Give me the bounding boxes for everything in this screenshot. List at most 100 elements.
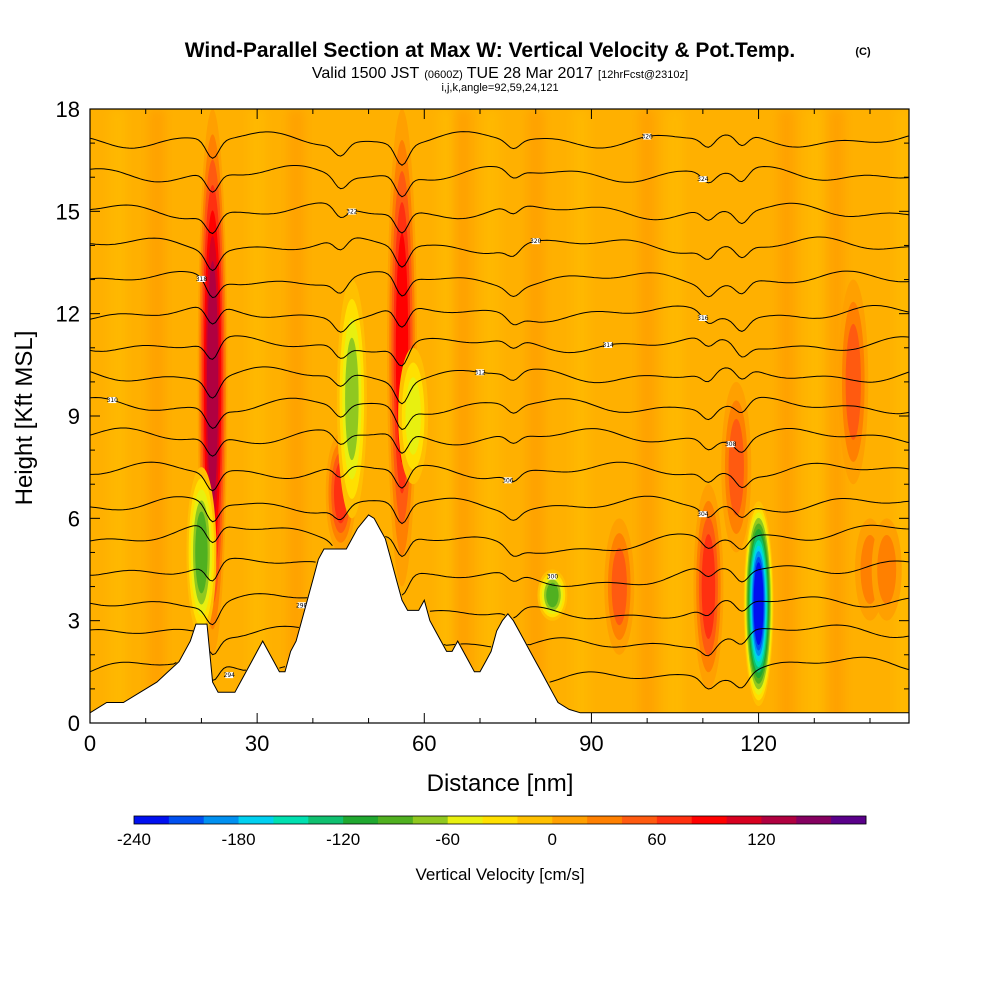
updraft-cell (871, 518, 902, 621)
isentrope-line (90, 270, 909, 299)
chart-title: Wind-Parallel Section at Max W: Vertical… (185, 39, 796, 62)
y-tick-label: 18 (56, 97, 80, 122)
velocity-contour-level (753, 562, 764, 645)
velocity-contour-level (195, 511, 208, 594)
isentrope-contours: 294 298 300 304 306 308 310 312 314 316 318 320 322 3… (90, 131, 909, 690)
colorbar-swatch (831, 816, 867, 824)
colorbar-swatch (134, 816, 170, 824)
isentrope-label-box (108, 397, 117, 404)
x-axis-label: Distance [nm] (427, 770, 574, 797)
isentrope-label-box (726, 441, 735, 448)
colorbar-tick-label: -60 (435, 830, 460, 849)
isentrope-label-box (476, 369, 484, 376)
isentrope-label: 324 (697, 176, 709, 183)
isentrope-label: 312 (474, 369, 486, 376)
colorbar-swatch (761, 816, 797, 824)
isentrope-label-box (297, 602, 306, 609)
colorbar-tick-label: 0 (548, 830, 557, 849)
colorbar-tick-label: -180 (222, 830, 256, 849)
downdraft-cell (186, 467, 217, 638)
velocity-band (572, 109, 589, 723)
isentrope-line (90, 236, 909, 272)
velocity-band (249, 109, 266, 723)
isentrope-line (90, 305, 909, 333)
colorbar: -240 -180 -120 -60 0 60 120 (117, 815, 867, 849)
colorbar-tick-label: 120 (747, 830, 775, 849)
velocity-band (639, 109, 656, 723)
isentrope-label: 308 (725, 441, 737, 448)
y-tick-label: 6 (68, 506, 80, 531)
colorbar-swatch (273, 816, 309, 824)
velocity-contour-level (728, 418, 744, 516)
velocity-contour-level (877, 534, 897, 605)
colorbar-label: Vertical Velocity [cm/s] (415, 865, 584, 884)
colorbar-swatch (517, 816, 553, 824)
isentrope-label: 326 (641, 133, 653, 140)
y-tick-label: 0 (68, 711, 80, 736)
updraft-cell (604, 518, 635, 655)
isentrope-label: 322 (346, 209, 358, 216)
velocity-contour-level (546, 582, 559, 608)
isentrope-label-box (197, 275, 206, 282)
isentrope-label: 298 (296, 602, 308, 609)
isentrope-label-box (548, 573, 557, 580)
subtitle-utc: (0600Z) (424, 69, 463, 81)
colorbar-frame (133, 815, 867, 825)
colorbar-swatch (168, 816, 205, 824)
isentrope-label: 316 (697, 315, 709, 322)
x-tick-label: 90 (579, 731, 603, 756)
isentrope-line (90, 461, 909, 492)
isentrope-label: 300 (547, 573, 559, 580)
colorbar-swatch (796, 816, 832, 824)
colorbar-swatch (447, 816, 483, 824)
subtitle-forecast: [12hrFcst@2310z] (598, 69, 688, 81)
axis-ticks: 0 30 60 90 120 0 3 6 9 12 15 18 (56, 97, 909, 756)
terrain-mask (90, 514, 909, 723)
downdraft-cell (336, 279, 367, 519)
isentrope-line (90, 366, 909, 405)
isentrope-line (90, 131, 909, 166)
velocity-contour-level (345, 337, 359, 461)
x-tick-label: 120 (740, 731, 777, 756)
isentrope-label: 310 (107, 397, 119, 404)
y-tick-label: 9 (68, 404, 80, 429)
isentrope-label: 294 (224, 672, 236, 679)
x-tick-label: 30 (245, 731, 269, 756)
velocity-band (828, 109, 845, 723)
y-tick-label: 3 (68, 609, 80, 634)
isentrope-line (90, 593, 909, 626)
y-tick-label: 12 (56, 302, 80, 327)
colorbar-swatch (482, 816, 518, 824)
copyright-mark: (C) (855, 46, 871, 58)
colorbar-swatch (726, 816, 762, 824)
velocity-band (667, 109, 683, 723)
isentrope-label-box (698, 176, 707, 183)
colorbar-swatch (238, 816, 274, 824)
isentrope-label: 318 (196, 276, 208, 283)
isentrope-line (90, 524, 909, 558)
isentrope-label-box (225, 672, 234, 679)
colorbar-swatch (308, 816, 344, 824)
isentrope-label-box (503, 477, 512, 484)
downdraft-cell (743, 501, 774, 706)
velocity-band (455, 109, 472, 723)
velocity-contour-level (611, 547, 627, 626)
isentrope-label-box (698, 314, 707, 321)
isentrope-line (90, 335, 909, 367)
isentrope-line (90, 396, 909, 431)
isentrope-label-box (347, 208, 356, 215)
isentrope-line (90, 202, 909, 235)
velocity-band (109, 109, 126, 723)
grid-indices: i,j,k,angle=92,59,24,121 (441, 82, 558, 94)
velocity-band (438, 109, 455, 723)
x-tick-label: 60 (412, 731, 436, 756)
isentrope-label: 314 (602, 342, 614, 349)
subtitle-date: TUE 28 Mar 2017 (467, 65, 593, 82)
isentrope-line (90, 656, 909, 690)
y-tick-label: 15 (56, 199, 80, 224)
isentrope-line (90, 557, 909, 596)
velocity-band (288, 109, 305, 723)
isentrope-label: 306 (502, 477, 514, 484)
colorbar-swatch (412, 816, 449, 824)
velocity-band (148, 109, 165, 723)
